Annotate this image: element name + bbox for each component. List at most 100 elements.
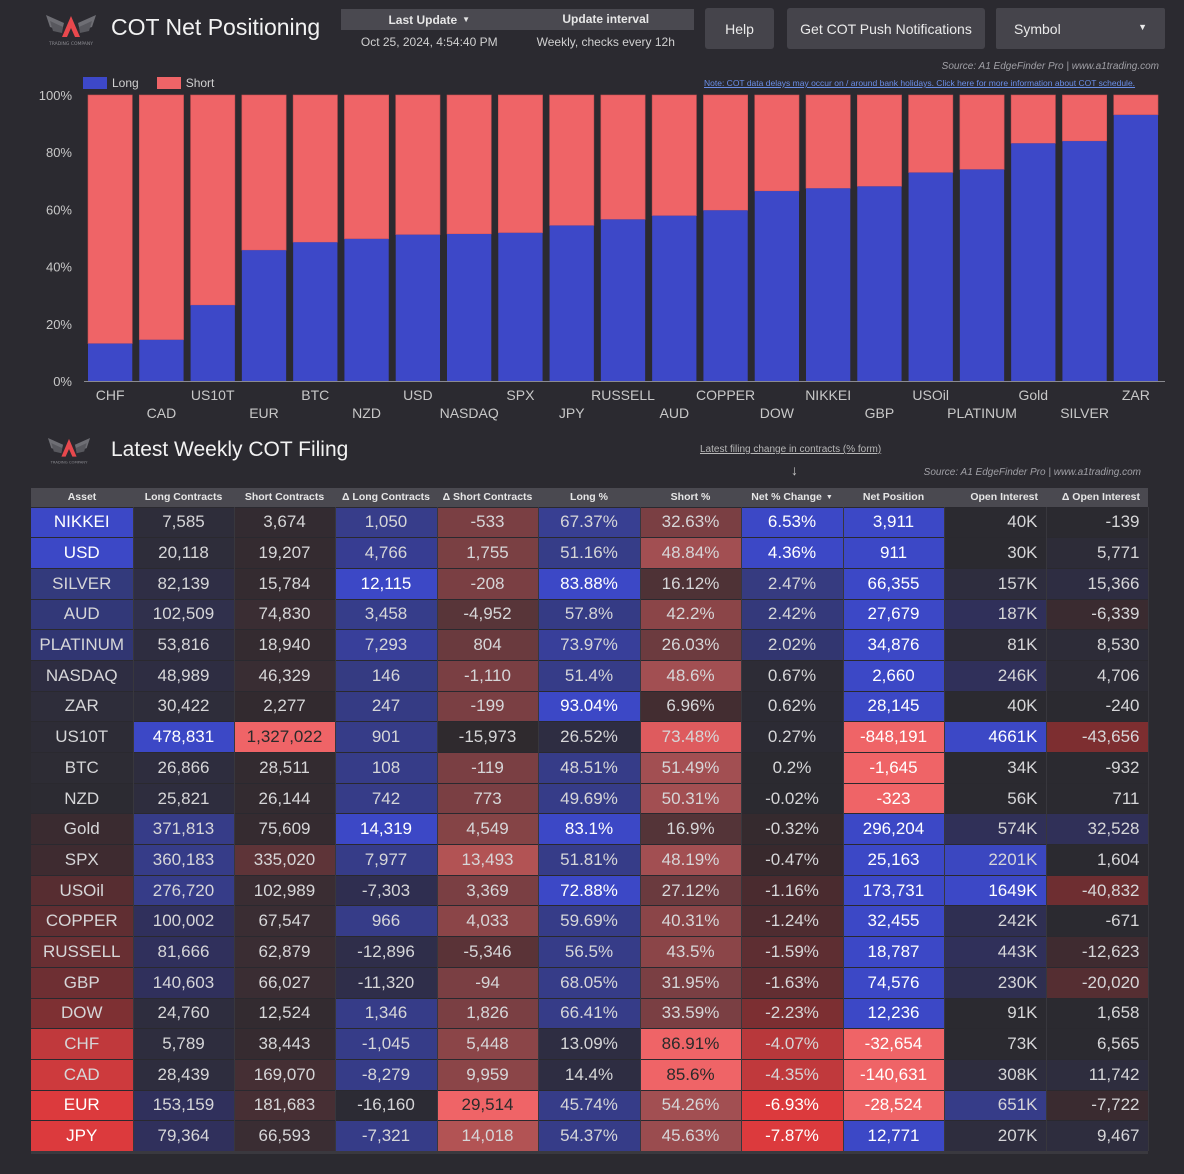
table-row[interactable]: JPY 79,364 66,593 -7,321 14,018 54.37% 45.63% -…: [31, 1120, 1149, 1152]
table-cell: 72.88%: [538, 874, 641, 906]
x-tick-label: NZD: [352, 405, 381, 421]
bar-long-jpy[interactable]: [549, 225, 594, 381]
bar-short-usd[interactable]: [395, 94, 441, 235]
table-row[interactable]: SPX 360,183 335,020 7,977 13,493 51.81% 48.19%…: [31, 844, 1149, 876]
bar-short-platinum[interactable]: [959, 94, 1005, 170]
bar-long-chf[interactable]: [88, 343, 133, 381]
table-row[interactable]: CAD 28,439 169,070 -8,279 9,959 14.4% 85.6% -4.…: [31, 1058, 1149, 1091]
asset-cell: COPPER: [31, 905, 134, 937]
bar-long-dow[interactable]: [754, 191, 799, 381]
bar-long-usoil[interactable]: [908, 172, 953, 381]
table-row[interactable]: ZAR 30,422 2,277 247 -199 93.04% 6.96% 0.62% 28,…: [31, 690, 1149, 722]
bar-short-chf[interactable]: [87, 94, 133, 344]
last-update-header[interactable]: Last Update ▼: [341, 9, 518, 30]
bar-short-dow[interactable]: [754, 94, 800, 192]
bar-long-nasdaq[interactable]: [447, 233, 492, 381]
bar-short-aud[interactable]: [651, 94, 697, 216]
symbol-select[interactable]: Symbol ▼: [996, 8, 1165, 49]
bar-long-btc[interactable]: [293, 242, 338, 381]
bar-short-nzd[interactable]: [344, 94, 390, 240]
bar-long-us10t[interactable]: [190, 305, 235, 381]
table-cell: 7,977: [335, 844, 438, 876]
table-row[interactable]: DOW 24,760 12,524 1,346 1,826 66.41% 33.59% -2.…: [31, 997, 1149, 1029]
table-cell: 79,364: [133, 1120, 235, 1152]
bar-long-silver[interactable]: [1062, 141, 1107, 381]
table-cell: 40K: [944, 690, 1047, 722]
table-row[interactable]: US10T 478,831 1,327,022 901 -15,973 26.52% 73.…: [31, 721, 1149, 753]
legend-item-long[interactable]: Long: [83, 76, 139, 90]
table-row[interactable]: USD 20,118 19,207 4,766 1,755 51.16% 48.84% 4.3…: [31, 537, 1149, 569]
bar-long-spx[interactable]: [498, 232, 543, 381]
x-tick-label: COPPER: [696, 387, 755, 403]
bar-short-us10t[interactable]: [190, 94, 236, 306]
push-notifications-button[interactable]: Get COT Push Notifications: [787, 8, 985, 49]
table-row[interactable]: PLATINUM 53,816 18,940 7,293 804 73.97% 26.03%…: [31, 629, 1149, 661]
bar-long-eur[interactable]: [241, 250, 287, 381]
bar-short-silver[interactable]: [1062, 94, 1108, 142]
bar-short-zar[interactable]: [1113, 94, 1159, 116]
bar-short-copper[interactable]: [703, 94, 749, 211]
asset-cell: SPX: [31, 844, 134, 876]
table-scrollbar[interactable]: [31, 1151, 1148, 1154]
update-interval-header: Update interval: [562, 12, 650, 26]
table-row[interactable]: NASDAQ 48,989 46,329 146 -1,110 51.4% 48.6% 0.6…: [31, 659, 1149, 692]
bar-long-gbp[interactable]: [857, 186, 902, 381]
bar-short-russell[interactable]: [600, 94, 646, 220]
bar-short-eur[interactable]: [241, 94, 287, 251]
table-row[interactable]: CHF 5,789 38,443 -1,045 5,448 13.09% 86.91% -4.…: [31, 1028, 1149, 1060]
table-row[interactable]: RUSSELL 81,666 62,879 -12,896 -5,346 56.5% 43.…: [31, 936, 1149, 968]
table-cell: 30,422: [133, 690, 235, 722]
table-row[interactable]: COPPER 100,002 67,547 966 4,033 59.69% 40.31% -…: [31, 905, 1149, 937]
table-cell: 48,989: [133, 659, 235, 692]
bar-long-usd[interactable]: [395, 234, 440, 381]
table-cell: 43.5%: [640, 936, 742, 968]
bar-long-russell[interactable]: [600, 219, 646, 381]
column-header-short-contracts[interactable]: Δ Short Contracts: [437, 488, 538, 507]
table-row[interactable]: USOil 276,720 102,989 -7,303 3,369 72.88% 27.1…: [31, 874, 1149, 906]
table-cell: 74,830: [234, 598, 336, 630]
table-row[interactable]: GBP 140,603 66,027 -11,320 -94 68.05% 31.95% -1…: [31, 966, 1149, 998]
bar-long-gold[interactable]: [1011, 143, 1056, 381]
table-cell: 0.2%: [741, 752, 844, 784]
bar-long-platinum[interactable]: [959, 169, 1005, 381]
bar-short-nasdaq[interactable]: [446, 94, 492, 235]
table-cell: 3,369: [437, 874, 539, 906]
bar-short-usoil[interactable]: [908, 94, 954, 173]
bar-short-gold[interactable]: [1010, 94, 1056, 144]
column-header-asset[interactable]: Asset: [31, 488, 133, 507]
table-row[interactable]: NZD 25,821 26,144 742 773 49.69% 50.31% -0.02% -…: [31, 782, 1149, 814]
table-row[interactable]: EUR 153,159 181,683 -16,160 29,514 45.74% 54.2…: [31, 1089, 1149, 1121]
bar-short-btc[interactable]: [292, 94, 338, 243]
bar-short-nikkei[interactable]: [805, 94, 851, 189]
bar-short-gbp[interactable]: [856, 94, 902, 187]
table-row[interactable]: AUD 102,509 74,830 3,458 -4,952 57.8% 42.2% 2.4…: [31, 598, 1149, 630]
table-row[interactable]: BTC 26,866 28,511 108 -119 48.51% 51.49% 0.2% -1…: [31, 752, 1149, 784]
bar-long-zar[interactable]: [1113, 114, 1158, 381]
column-header-open-interest[interactable]: Δ Open Interest: [1046, 488, 1148, 507]
column-header-short[interactable]: Short %: [640, 488, 741, 507]
bar-short-cad[interactable]: [138, 94, 184, 341]
column-header-open-interest[interactable]: Open Interest: [944, 488, 1046, 507]
table-row[interactable]: Gold 371,813 75,609 14,319 4,549 83.1% 16.9% -0…: [31, 813, 1149, 845]
bar-long-cad[interactable]: [139, 339, 184, 381]
bar-short-spx[interactable]: [497, 94, 543, 234]
bar-long-nzd[interactable]: [344, 238, 389, 381]
legend-item-short[interactable]: Short: [156, 76, 214, 90]
column-header-net-change[interactable]: Net % Change ▼: [741, 488, 843, 507]
table-cell: 711: [1046, 782, 1149, 814]
column-header-long-contracts[interactable]: Long Contracts: [133, 488, 234, 507]
table-cell: 34,876: [843, 629, 945, 661]
column-header-short-contracts[interactable]: Short Contracts: [234, 488, 335, 507]
filing-change-note-link[interactable]: Latest filing change in contracts (% for…: [700, 444, 882, 455]
table-row[interactable]: SILVER 82,139 15,784 12,115 -208 83.88% 16.12%…: [31, 567, 1149, 600]
cot-schedule-note-link[interactable]: Note: COT data delays may occur on / aro…: [704, 78, 1136, 88]
column-header-long-contracts[interactable]: Δ Long Contracts: [335, 488, 437, 507]
bar-long-copper[interactable]: [703, 210, 748, 381]
bar-short-jpy[interactable]: [549, 94, 595, 226]
bar-long-aud[interactable]: [652, 215, 697, 381]
column-header-net-position[interactable]: Net Position: [843, 488, 944, 507]
column-header-long[interactable]: Long %: [538, 488, 640, 507]
table-row[interactable]: NIKKEI 7,585 3,674 1,050 -533 67.37% 32.63% 6.5…: [31, 506, 1149, 538]
help-button[interactable]: Help: [705, 8, 774, 49]
bar-long-nikkei[interactable]: [806, 188, 851, 381]
